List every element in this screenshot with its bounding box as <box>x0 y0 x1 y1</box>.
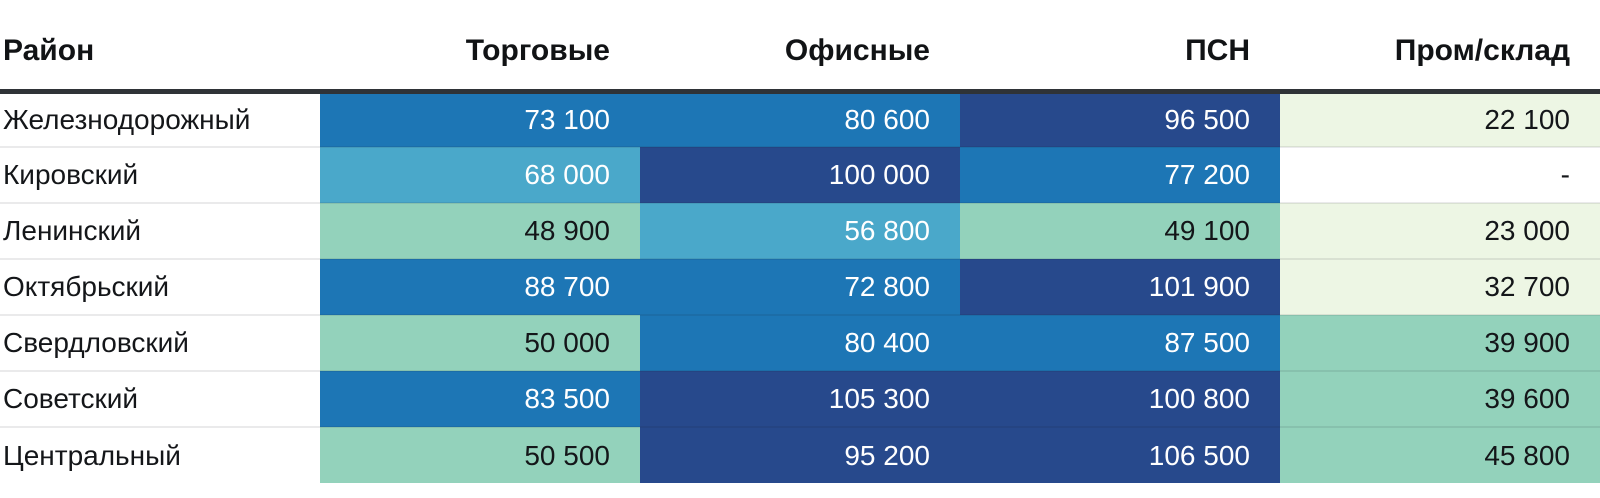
column-header-industrial: Пром/склад <box>1280 0 1600 94</box>
table-row: Свердловский 50 000 80 400 87 500 39 900 <box>0 314 1600 371</box>
table-row: Ленинский 48 900 56 800 49 100 23 000 <box>0 202 1600 259</box>
column-header-district: Район <box>0 0 320 94</box>
price-cell: 45 800 <box>1280 426 1600 483</box>
price-cell: 39 600 <box>1280 370 1600 427</box>
price-cell: 101 900 <box>960 258 1280 315</box>
price-cell: 106 500 <box>960 426 1280 483</box>
table-row: Кировский 68 000 100 000 77 200 - <box>0 146 1600 203</box>
district-name-cell: Советский <box>0 370 320 427</box>
price-cell: 50 000 <box>320 314 640 371</box>
district-price-table: Район Торговые Офисные ПСН Пром/склад Же… <box>0 0 1600 483</box>
price-cell: 68 000 <box>320 146 640 203</box>
district-name-cell: Октябрьский <box>0 258 320 315</box>
price-cell: 49 100 <box>960 202 1280 259</box>
price-cell: 105 300 <box>640 370 960 427</box>
header-row: Район Торговые Офисные ПСН Пром/склад <box>0 0 1600 94</box>
price-cell: - <box>1280 146 1600 203</box>
price-cell: 50 500 <box>320 426 640 483</box>
price-cell: 39 900 <box>1280 314 1600 371</box>
price-cell: 72 800 <box>640 258 960 315</box>
price-cell: 87 500 <box>960 314 1280 371</box>
column-header-retail: Торговые <box>320 0 640 94</box>
table-row: Железнодорожный 73 100 80 600 96 500 22 … <box>0 91 1600 147</box>
price-cell: 23 000 <box>1280 202 1600 259</box>
table-row: Октябрьский 88 700 72 800 101 900 32 700 <box>0 258 1600 315</box>
column-header-office: Офисные <box>640 0 960 94</box>
price-cell: 100 800 <box>960 370 1280 427</box>
district-name-cell: Кировский <box>0 146 320 203</box>
district-name-cell: Свердловский <box>0 314 320 371</box>
district-name-cell: Железнодорожный <box>0 91 320 147</box>
price-cell: 80 400 <box>640 314 960 371</box>
price-cell: 83 500 <box>320 370 640 427</box>
table-row: Центральный 50 500 95 200 106 500 45 800 <box>0 426 1600 483</box>
price-cell: 22 100 <box>1280 91 1600 147</box>
price-cell: 73 100 <box>320 91 640 147</box>
district-name-cell: Ленинский <box>0 202 320 259</box>
price-cell: 80 600 <box>640 91 960 147</box>
price-cell: 32 700 <box>1280 258 1600 315</box>
price-cell: 56 800 <box>640 202 960 259</box>
column-header-psn: ПСН <box>960 0 1280 94</box>
table-row: Советский 83 500 105 300 100 800 39 600 <box>0 370 1600 427</box>
price-cell: 96 500 <box>960 91 1280 147</box>
price-cell: 100 000 <box>640 146 960 203</box>
price-cell: 48 900 <box>320 202 640 259</box>
price-cell: 77 200 <box>960 146 1280 203</box>
district-name-cell: Центральный <box>0 426 320 483</box>
price-cell: 95 200 <box>640 426 960 483</box>
price-cell: 88 700 <box>320 258 640 315</box>
